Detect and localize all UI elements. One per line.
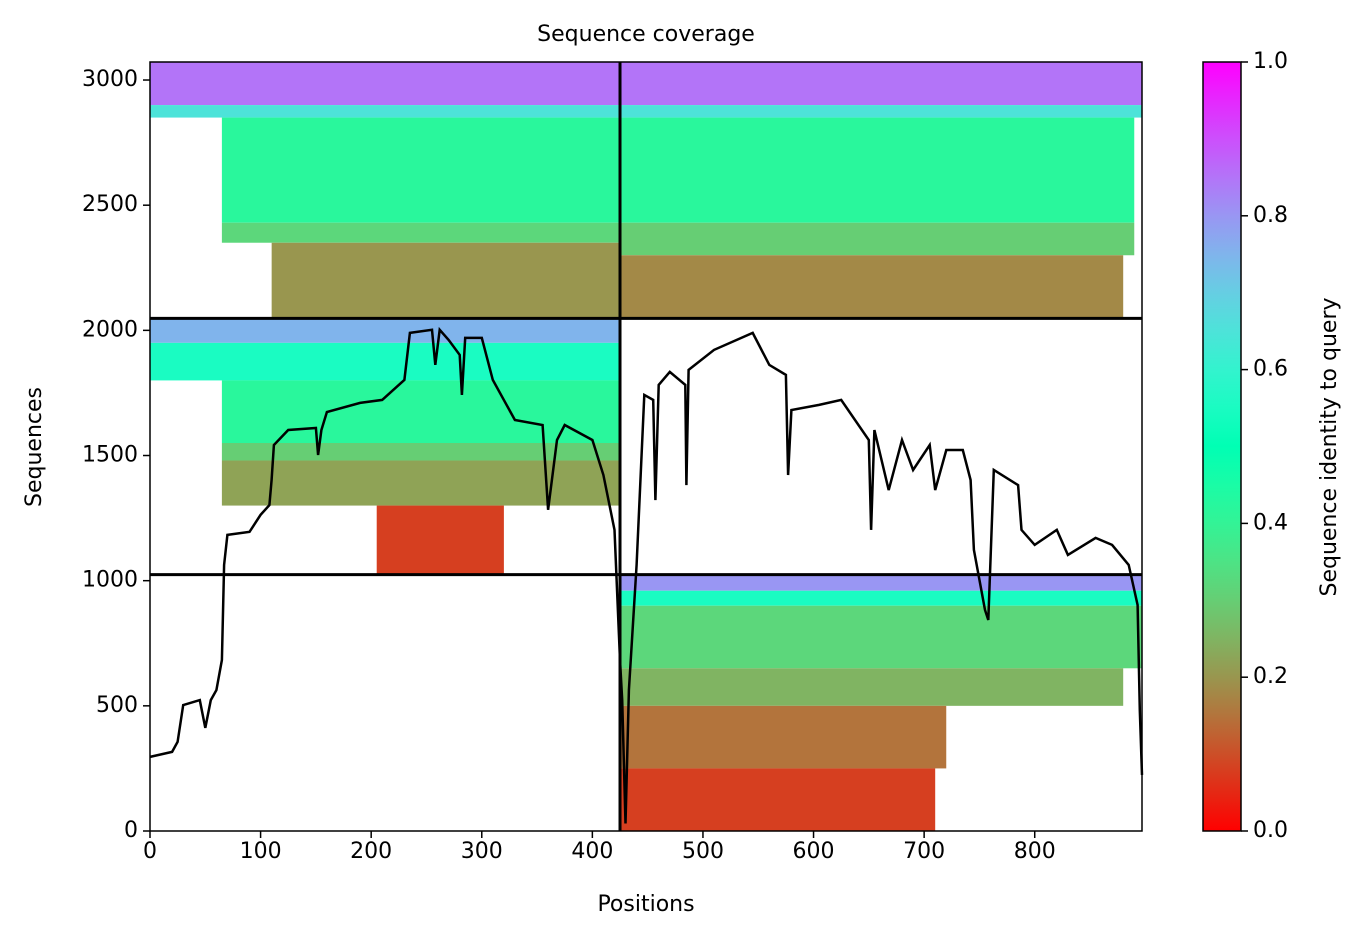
x-axis-label: Positions (597, 892, 694, 917)
x-tick-label: 400 (571, 839, 613, 864)
chart-title: Sequence coverage (537, 22, 755, 47)
colorbar-tick-label: 0.6 (1253, 357, 1288, 382)
colorbar-tick-label: 0.2 (1253, 664, 1288, 689)
x-tick-label: 0 (143, 839, 157, 864)
y-tick-label: 500 (96, 693, 138, 718)
coverage-band (150, 318, 621, 343)
coverage-band (620, 255, 1124, 319)
x-tick-label: 500 (682, 839, 724, 864)
x-tick-label: 700 (903, 839, 945, 864)
colorbar-tick-label: 0.0 (1253, 818, 1288, 843)
y-tick-label: 2500 (82, 192, 138, 217)
coverage-band (221, 117, 621, 223)
coverage-band (620, 222, 1135, 256)
coverage-band (620, 668, 1124, 706)
coverage-band (620, 705, 947, 769)
coverage-band (620, 768, 936, 831)
y-tick-label: 0 (124, 818, 138, 843)
y-tick-label: 2000 (82, 317, 138, 342)
y-axis-label: Sequences (22, 387, 47, 507)
coverage-band (221, 380, 621, 443)
x-tick-label: 200 (350, 839, 392, 864)
x-tick-label: 100 (240, 839, 282, 864)
coverage-band (620, 62, 1142, 106)
y-tick-label: 1000 (82, 568, 138, 593)
coverage-line (149, 326, 1144, 824)
coverage-band (620, 590, 1142, 606)
coverage-band (221, 442, 621, 461)
coverage-band (221, 222, 621, 243)
colorbar-tick-label: 0.8 (1253, 203, 1288, 228)
x-tick-label: 600 (793, 839, 835, 864)
plot-frame (149, 61, 1143, 832)
coverage-band (150, 62, 621, 106)
coverage-band (620, 605, 1142, 669)
coverage-band (376, 505, 504, 575)
colorbar-tick-label: 0.4 (1253, 510, 1288, 535)
x-tick-label: 800 (1014, 839, 1056, 864)
coverage-band (620, 105, 1142, 118)
coverage-band (150, 342, 621, 381)
coverage-band (620, 574, 1142, 591)
coverage-band (620, 117, 1135, 223)
y-tick-label: 1500 (82, 443, 138, 468)
coverage-band (221, 460, 621, 506)
colorbar-label: Sequence identity to query (1317, 297, 1342, 596)
coverage-band (271, 242, 621, 319)
y-tick-label: 3000 (82, 67, 138, 92)
coverage-band (150, 105, 621, 118)
colorbar (1202, 61, 1242, 832)
x-tick-label: 300 (461, 839, 503, 864)
colorbar-tick-label: 1.0 (1253, 49, 1288, 74)
